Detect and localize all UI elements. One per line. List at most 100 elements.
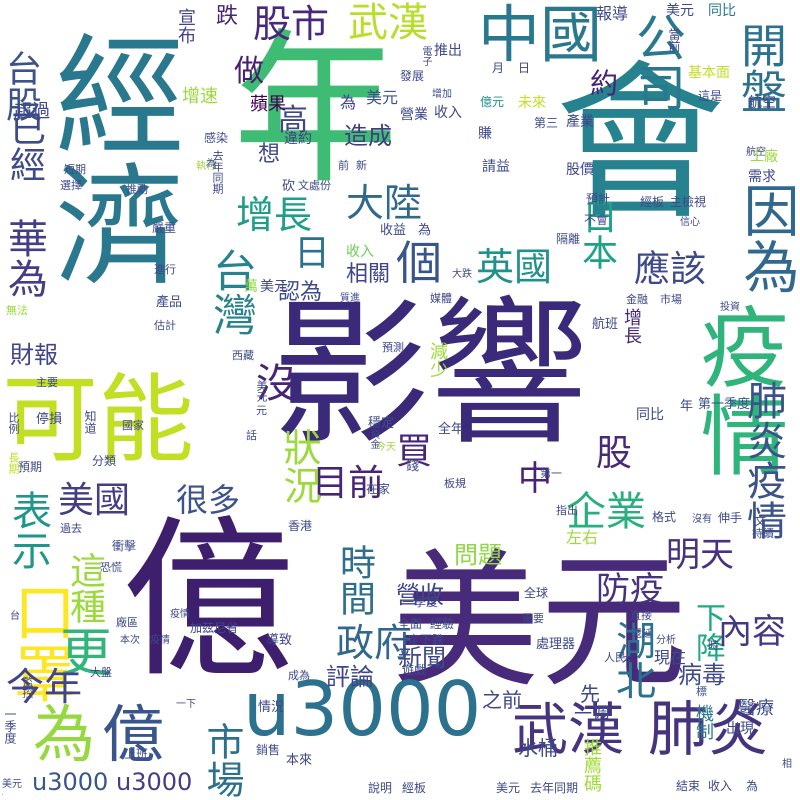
cloud-word: 電子 (420, 46, 431, 66)
cloud-word: 一季度 (402, 595, 439, 609)
cloud-word: 加茲尼省 (190, 621, 239, 635)
cloud-word: 賺 (478, 126, 492, 142)
cloud-word: 相關 (346, 262, 391, 287)
cloud-word: 更 (60, 624, 113, 684)
cloud-word: 買 (396, 431, 433, 472)
cloud-word: 發展 (400, 69, 425, 83)
cloud-word: 蘋果 (250, 94, 286, 115)
cloud-word: 認為 (278, 280, 323, 305)
cloud-word: 時 (708, 639, 719, 652)
cloud-word: 工廠 (750, 149, 778, 165)
cloud-word: 英國 (476, 245, 553, 289)
cloud-word: 機制 (693, 704, 714, 740)
cloud-word: 為 (340, 93, 357, 112)
cloud-word: 違約 (284, 131, 312, 147)
cloud-word: 全面 (398, 617, 423, 631)
cloud-word: 請益 (482, 159, 510, 175)
cloud-word: 長期 (7, 452, 20, 474)
cloud-word: 這種 (64, 552, 105, 624)
cloud-word: 知道 (83, 410, 97, 434)
cloud-word: 大陸 (346, 181, 423, 225)
cloud-word: 監控 (21, 676, 34, 698)
cloud-word: 美元 (2, 779, 22, 790)
cloud-word: 穩定 (368, 416, 395, 431)
cloud-word: 信心 (680, 217, 700, 228)
cloud-word: 疫情 (686, 302, 789, 478)
cloud-word: 肺炎疫情 (740, 380, 786, 540)
cloud-word: 明天 (666, 535, 734, 575)
cloud-word: 美元 (260, 279, 288, 295)
cloud-word: u3000 (32, 768, 109, 796)
cloud-word: 西藏 (232, 349, 254, 362)
cloud-word: 說明 (368, 781, 393, 795)
cloud-word: 遞延 (632, 629, 652, 640)
cloud-word: 疫情 (150, 635, 170, 646)
cloud-word: 出現 (726, 721, 754, 737)
cloud-word: 影響 (272, 283, 588, 467)
cloud-word: 第一季度 (698, 397, 751, 412)
cloud-word: 本次 (120, 635, 140, 646)
cloud-word: 病毒 (678, 661, 726, 689)
cloud-word: 造成 (344, 122, 392, 150)
cloud-word: 美元 (392, 536, 688, 708)
cloud-word: 醫療 (738, 698, 774, 719)
cloud-word: 增長 (236, 193, 313, 237)
cloud-word: 直接 (630, 609, 652, 622)
cloud-word: 防疫 (596, 570, 664, 610)
cloud-word: 想 (258, 142, 281, 167)
cloud-word: 評論 (326, 663, 374, 691)
cloud-word: 收入 (434, 105, 462, 121)
cloud-word: 公司 (628, 12, 686, 112)
cloud-word: 砍 (282, 179, 296, 194)
cloud-word: 現在 (654, 648, 687, 667)
cloud-word: 沒 (256, 361, 296, 407)
cloud-word: 會 (555, 46, 726, 244)
cloud-word: 為 (746, 779, 759, 793)
cloud-word: 預期 (18, 460, 43, 474)
cloud-word: 月 (492, 61, 505, 75)
cloud-word: 市場 (660, 293, 682, 306)
cloud-word: 經驗 (430, 617, 455, 631)
cloud-word: 內容 (718, 612, 786, 652)
cloud-word: 媒體 (430, 292, 452, 305)
cloud-word: 報導 (596, 4, 629, 23)
cloud-word: 這是 (698, 89, 723, 103)
cloud-word: 日 (294, 233, 331, 274)
cloud-word: 分類 (92, 454, 117, 468)
cloud-word: 需求 (748, 169, 776, 185)
cloud-word: 推出 (434, 43, 462, 59)
cloud-word: 伸手 (718, 511, 743, 525)
cloud-word: 未來 (518, 95, 546, 111)
cloud-word: 文處份 (298, 179, 331, 192)
cloud-word: 當前 (667, 28, 681, 52)
cloud-word: 之前 (482, 688, 522, 712)
cloud-word: 股市 (253, 2, 330, 46)
cloud-word: 減少 (427, 342, 448, 378)
cloud-word: 中國 (478, 0, 603, 71)
cloud-word: 上班 (124, 747, 149, 761)
cloud-word: 經濟 (33, 28, 185, 288)
cloud-word: 超過 (14, 101, 50, 122)
cloud-word: 導致 (266, 633, 293, 648)
cloud-word: 財報 (10, 341, 58, 369)
cloud-word: 年 (233, 14, 398, 206)
cloud-word: 一下 (176, 699, 196, 710)
cloud-word: 年 (680, 399, 694, 414)
cloud-word: 開盤 (734, 22, 788, 114)
cloud-word: 時間 (334, 544, 375, 616)
cloud-word: 美國 (58, 480, 131, 521)
cloud-word: 金融 (626, 293, 648, 306)
cloud-word: 台股 (0, 50, 41, 122)
cloud-word: 話 (246, 429, 257, 442)
cloud-word: 可能 (2, 364, 194, 476)
cloud-word: 香港 (288, 519, 313, 533)
cloud-word: 收益 (380, 223, 407, 238)
cloud-word: 同比 (708, 3, 736, 19)
cloud-word: 目前 (312, 463, 385, 504)
cloud-word: 美元 (496, 781, 521, 795)
cloud-word: 增加 (432, 89, 452, 100)
cloud-word: 肺炎 (648, 695, 768, 765)
cloud-word: 停損 (36, 412, 63, 427)
cloud-word: 為 (33, 698, 96, 771)
